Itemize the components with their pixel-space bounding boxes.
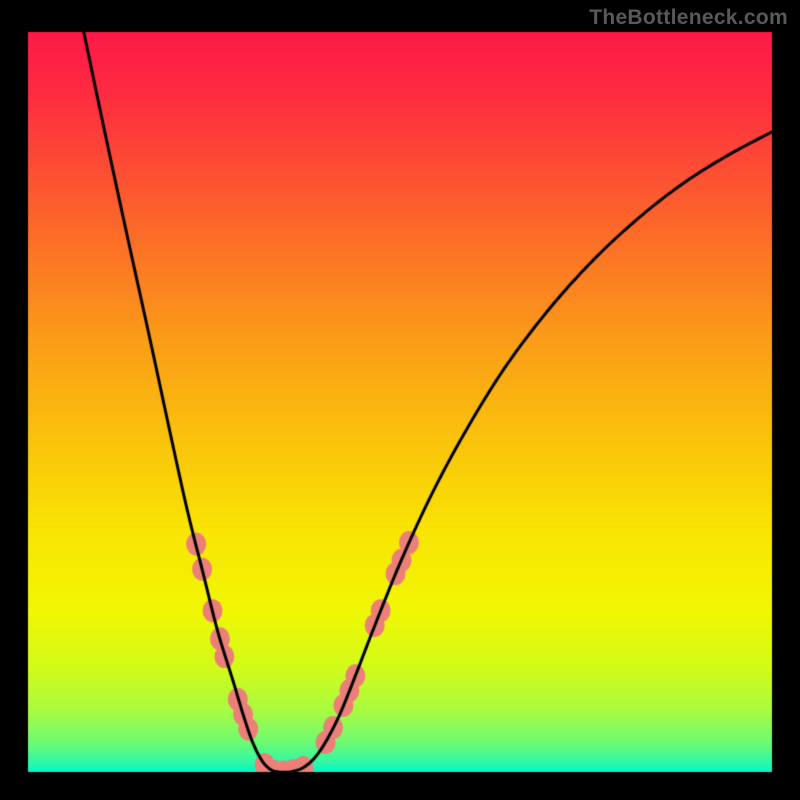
bottleneck-curve-chart [0,0,800,800]
chart-stage: TheBottleneck.com [0,0,800,800]
watermark-text: TheBottleneck.com [589,6,788,30]
